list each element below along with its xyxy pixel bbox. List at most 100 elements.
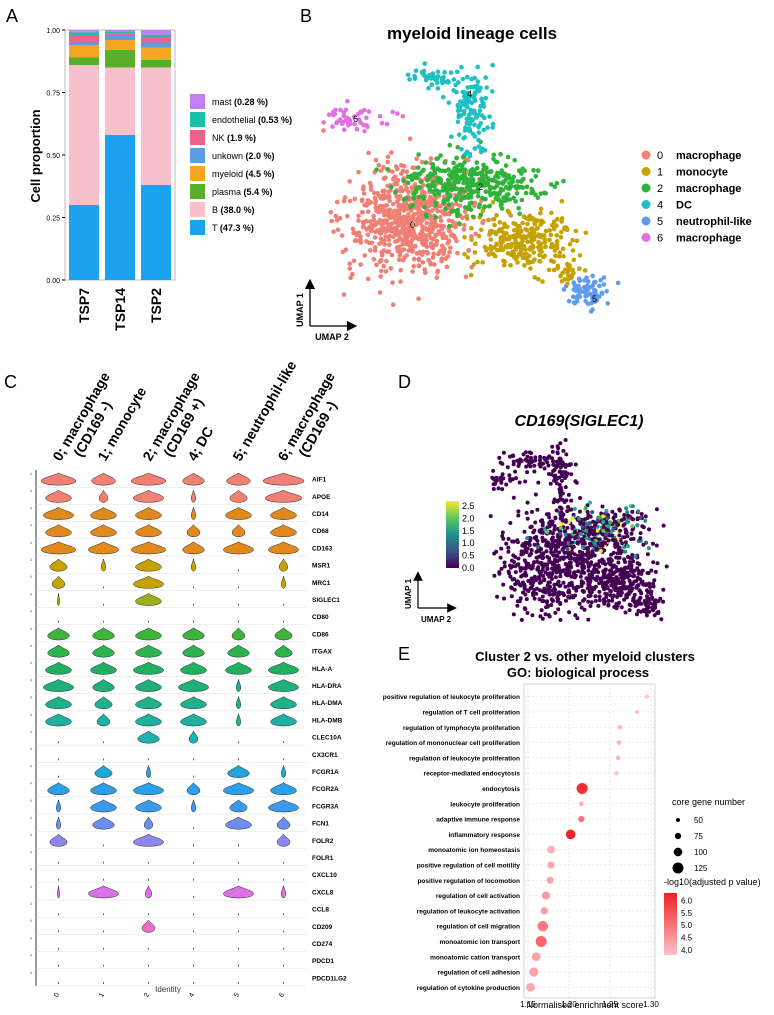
umap-cell <box>472 250 478 255</box>
umap-cell <box>493 174 498 179</box>
umap-cell <box>633 604 638 608</box>
panel-label-d: D <box>398 372 411 392</box>
umap-cell <box>605 516 610 521</box>
umap-cell <box>505 465 510 470</box>
umap-cell <box>630 517 635 522</box>
umap-cell <box>488 186 494 191</box>
umap-cell <box>497 455 502 460</box>
umap-cell <box>630 524 635 529</box>
umap-cell <box>399 163 404 168</box>
umap-cell <box>354 232 360 238</box>
y-tick-label: 0.50 <box>46 153 60 160</box>
umap-cell <box>489 169 494 174</box>
umap-cell <box>521 452 526 457</box>
umap-cell <box>539 233 545 238</box>
bar-segment-plasma <box>69 57 99 65</box>
violin-CD68 <box>186 524 201 538</box>
umap-cell <box>653 569 658 574</box>
size-legend-label: 100 <box>694 848 708 857</box>
umap-cell <box>352 196 358 202</box>
umap-cell <box>410 249 415 254</box>
umap-cell <box>558 465 563 470</box>
umap-cell <box>597 294 602 299</box>
umap-cell <box>537 259 543 264</box>
umap-cell <box>454 238 459 244</box>
umap-cell <box>552 543 557 548</box>
bar-segment-top <box>141 30 171 33</box>
umap-cell <box>559 522 563 526</box>
umap-cell <box>521 254 527 260</box>
umap-cell <box>384 121 390 127</box>
violin-HLA-DMA <box>236 696 241 710</box>
panel-e-xlabel: Normalised enrichment score <box>526 1000 643 1010</box>
row-tick: 4 <box>30 472 32 476</box>
umap-cell <box>577 266 582 272</box>
umap-cell <box>451 160 456 166</box>
umap-cell <box>559 216 565 221</box>
umap-cell <box>502 560 507 565</box>
umap-cell <box>563 572 568 577</box>
umap-cell <box>540 523 545 528</box>
umap-cell <box>335 119 340 124</box>
umap-cell <box>623 549 628 554</box>
bar-segment-unkown <box>105 35 135 40</box>
violin-HLA-A <box>133 661 164 675</box>
umap-cell <box>534 591 539 596</box>
umap-cell <box>627 587 632 592</box>
umap-cell <box>541 589 546 594</box>
umap-cell <box>580 553 585 558</box>
umap-cell <box>358 237 363 243</box>
umap-cell <box>529 230 534 236</box>
umap-cell <box>428 156 434 161</box>
umap-cell <box>553 515 558 520</box>
umap-cell <box>523 190 529 196</box>
umap-cell <box>374 167 379 172</box>
umap-cell <box>552 527 557 532</box>
umap-cell <box>438 214 443 220</box>
umap-cell <box>400 188 406 194</box>
colorbar-tick: 2.5 <box>462 501 475 511</box>
umap-cell <box>586 513 591 518</box>
umap-cell <box>603 541 608 545</box>
umap-cell <box>572 300 578 306</box>
umap-cell <box>499 546 504 551</box>
umap-cell <box>540 594 545 599</box>
umap-cell <box>557 250 563 255</box>
group-tick-1: 1 <box>98 992 106 999</box>
umap-cell <box>459 146 464 152</box>
umap-cell <box>512 560 516 564</box>
umap-cell <box>457 203 463 209</box>
umap-cell <box>643 518 648 523</box>
umap-cell <box>419 229 425 234</box>
umap-cell <box>434 156 439 162</box>
gene-label-FCN1: FCN1 <box>312 821 329 828</box>
umap-cell <box>535 507 540 512</box>
umap-cell <box>543 228 549 234</box>
umap-cell <box>396 245 401 250</box>
umap-cell <box>558 602 563 606</box>
term-label: adaptive immune response <box>436 817 520 824</box>
umap-cell <box>557 254 562 259</box>
umap-cell <box>501 258 506 264</box>
umap-cell <box>365 124 370 130</box>
umap-cell <box>580 568 585 573</box>
umap-cell <box>510 250 515 255</box>
umap-cell <box>348 275 353 281</box>
umap-cell <box>567 610 572 615</box>
umap-cell <box>554 239 560 244</box>
umap-cell <box>453 196 458 201</box>
term-dot <box>546 876 554 884</box>
umap-cell <box>576 569 581 574</box>
umap-cell <box>559 516 564 521</box>
row-tick: 4 <box>30 885 32 889</box>
umap-cell <box>565 509 570 514</box>
umap-cell <box>583 298 588 304</box>
umap-cell <box>478 227 484 233</box>
umap-cell <box>495 594 500 599</box>
size-legend-dot <box>672 862 684 874</box>
umap-cell <box>569 272 575 278</box>
umap-cell <box>521 234 527 239</box>
umap-cell <box>574 238 580 244</box>
umap-cell <box>466 206 471 212</box>
